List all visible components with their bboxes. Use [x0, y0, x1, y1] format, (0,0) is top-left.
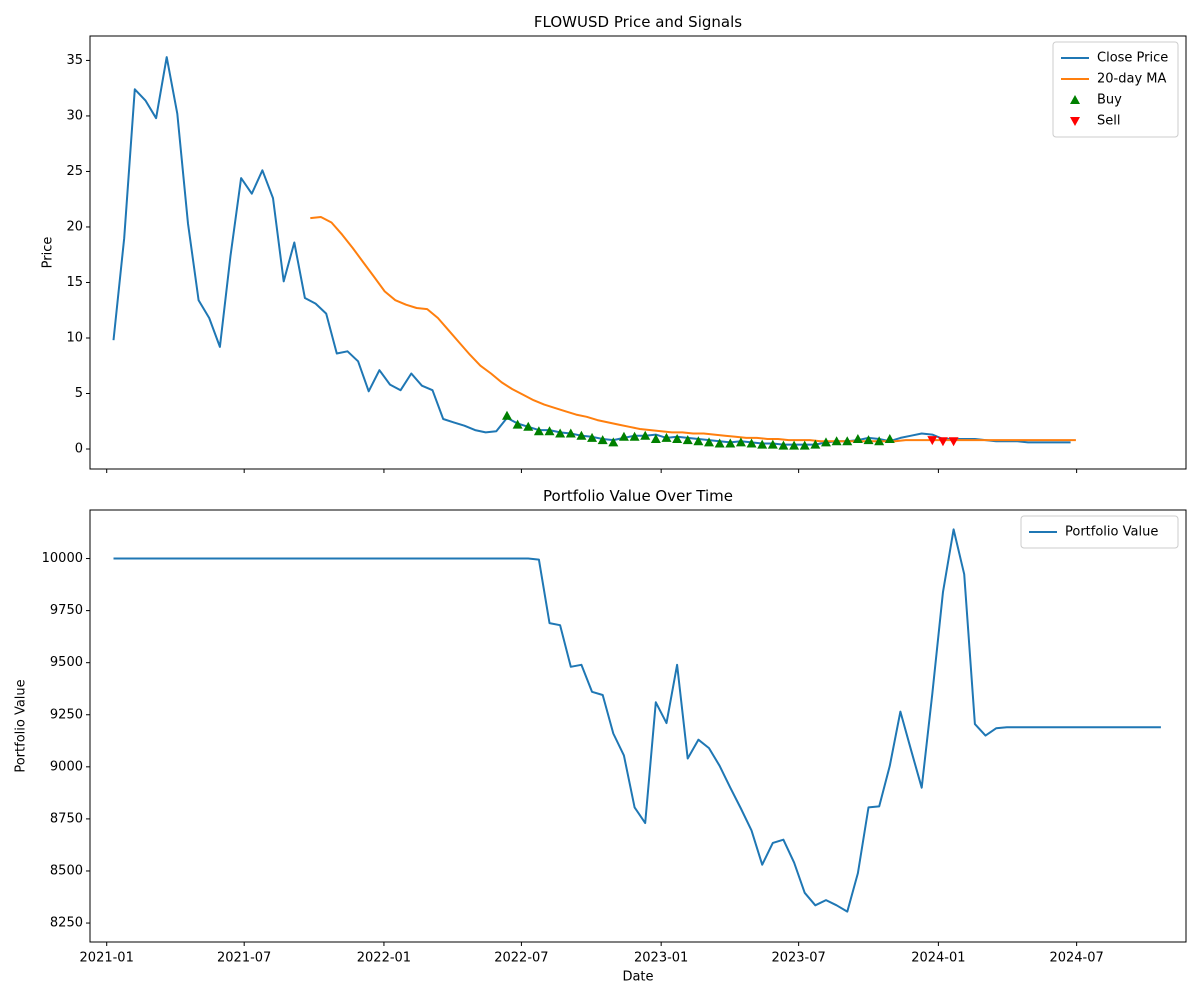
chart1-buy-marker: [661, 432, 672, 442]
chart1-ytick-label: 10: [66, 330, 83, 345]
chart2-ytick-label: 10000: [42, 551, 83, 566]
chart1-buy-marker: [767, 439, 778, 449]
chart1-ytick-label: 5: [75, 386, 83, 401]
chart2-ytick-label: 9500: [50, 655, 83, 670]
chart1-buy-marker: [820, 437, 831, 447]
chart1-buy-marker: [725, 438, 736, 448]
chart2-xtick-label: 2023-01: [634, 951, 688, 966]
chart1-buy-marker: [789, 440, 800, 450]
chart2-series-portfolio-value: [113, 528, 1161, 913]
chart1-buy-marker: [618, 431, 629, 441]
chart1-buy-marker: [672, 434, 683, 444]
chart2-xtick-label: 2022-07: [494, 951, 548, 966]
chart1-ylabel: Price: [41, 237, 56, 269]
chart2-axes-frame: [89, 509, 1187, 943]
chart2-xlabel: Date: [622, 970, 653, 985]
chart2-ylabel: Portfolio Value: [14, 679, 29, 772]
chart1-buy-marker: [565, 428, 576, 438]
chart1-buy-marker: [608, 437, 619, 447]
chart1-axes-frame: [89, 35, 1187, 470]
chart1-ytick-label: 15: [66, 275, 83, 290]
chart1-buy-marker: [576, 430, 587, 440]
chart1-ytick-label: 20: [66, 219, 83, 234]
chart1-buy-marker: [714, 438, 725, 448]
chart1-buy-marker: [555, 428, 566, 438]
chart1-legend-swatch: [1070, 95, 1080, 104]
chart1-buy-marker: [640, 430, 651, 440]
chart2-xtick-label: 2021-07: [217, 951, 271, 966]
chart1-ytick-label: 30: [66, 108, 83, 123]
chart1-buy-marker: [650, 434, 661, 444]
chart2-xtick-label: 2022-01: [357, 951, 411, 966]
chart2-ytick-label: 8500: [50, 863, 83, 878]
chart1-ytick-label: 35: [66, 53, 83, 68]
chart1-plot-area: [112, 56, 1076, 450]
chart1-buy-marker: [842, 436, 853, 446]
chart1-sell-marker: [948, 437, 959, 447]
chart1-buy-marker: [863, 435, 874, 445]
chart2-legend: [1020, 515, 1179, 549]
chart1-buy-marker: [874, 436, 885, 446]
chart2-ytick-label: 9000: [50, 759, 83, 774]
chart1-legend-label: Close Price: [1097, 51, 1168, 66]
chart1-sell-marker: [937, 437, 948, 447]
chart1-buy-marker: [533, 426, 544, 436]
chart1-buy-marker: [735, 437, 746, 447]
chart2-xtick-label: 2024-07: [1049, 951, 1103, 966]
chart2-ytick-label: 8250: [50, 916, 83, 931]
chart2-title: Portfolio Value Over Time: [543, 487, 733, 505]
chart1-buy-marker: [523, 421, 534, 431]
chart1-buy-marker: [597, 435, 608, 445]
chart2-xtick-label: 2021-01: [80, 951, 134, 966]
chart1-buy-marker: [587, 432, 598, 442]
chart2-plot-area: [113, 528, 1161, 913]
chart1-buy-marker: [693, 436, 704, 446]
chart1-title: FLOWUSD Price and Signals: [534, 13, 742, 31]
chart1-series-20-day-ma: [310, 216, 1076, 443]
chart1-buy-marker: [778, 440, 789, 450]
chart1-ytick-label: 0: [75, 442, 83, 457]
chart1-legend: [1052, 41, 1179, 138]
chart2-ytick-label: 8750: [50, 811, 83, 826]
chart2-ytick-label: 9750: [50, 603, 83, 618]
chart1-legend-swatch: [1070, 117, 1080, 126]
chart1-buy-marker: [799, 440, 810, 450]
chart2-xtick-label: 2023-07: [771, 951, 825, 966]
chart1-sell-marker: [927, 436, 938, 446]
chart1-buy-marker: [512, 419, 523, 429]
chart1-legend-label: 20-day MA: [1097, 72, 1166, 87]
chart1-series-close-price: [112, 56, 1071, 446]
chart1-buy-marker: [884, 434, 895, 444]
chart1-buy-marker: [501, 410, 512, 420]
chart1-buy-marker: [746, 438, 757, 448]
chart1-buy-marker: [682, 435, 693, 445]
chart2-xtick-label: 2024-01: [911, 951, 965, 966]
chart1-buy-marker: [852, 434, 863, 444]
chart1-buy-marker: [629, 431, 640, 441]
chart2-legend-label: Portfolio Value: [1065, 525, 1158, 540]
chart1-buy-marker: [810, 439, 821, 449]
chart1-legend-label: Buy: [1097, 93, 1122, 108]
chart1-buy-marker: [831, 436, 842, 446]
chart1-buy-marker: [704, 437, 715, 447]
chart1-legend-label: Sell: [1097, 114, 1120, 129]
chart2-ytick-label: 9250: [50, 707, 83, 722]
chart1-buy-marker: [544, 426, 555, 436]
chart1-ytick-label: 25: [66, 164, 83, 179]
chart1-buy-marker: [757, 439, 768, 449]
